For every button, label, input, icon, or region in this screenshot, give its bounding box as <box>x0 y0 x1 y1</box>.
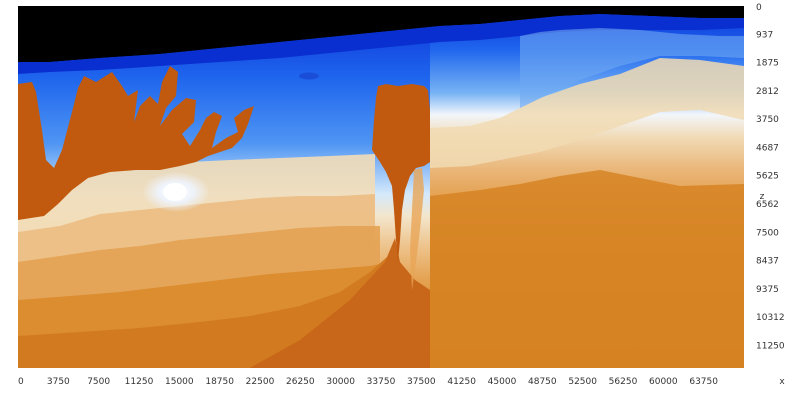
ridge-streaks <box>520 28 744 108</box>
salt-inclusion <box>410 168 424 290</box>
plot-area <box>18 6 744 368</box>
x-tick-label: 7500 <box>87 377 110 387</box>
x-tick-label: 60000 <box>649 377 678 387</box>
x-tick-label: 18750 <box>205 377 234 387</box>
x-tick-label: 52500 <box>568 377 597 387</box>
x-tick-label: 0 <box>18 377 24 387</box>
left-sediment-base <box>18 250 395 368</box>
y-tick-label: 2812 <box>756 87 779 97</box>
right-deep-band <box>430 170 744 368</box>
y-axis-label: z <box>760 192 765 202</box>
x-tick-label: 63750 <box>689 377 718 387</box>
x-tick-label: 30000 <box>326 377 355 387</box>
x-tick-label: 11250 <box>125 377 154 387</box>
y-tick-label: 9375 <box>756 285 779 295</box>
x-tick-label: 48750 <box>528 377 557 387</box>
x-axis-ticks: 0 3750 7500 11250 15000 18750 22500 26250 30000 3… <box>18 377 718 387</box>
y-tick-label: 11250 <box>756 341 785 351</box>
water-lens <box>299 72 319 80</box>
deep-water-strip <box>18 14 744 74</box>
x-tick-label: 3750 <box>47 377 70 387</box>
y-tick-label: 7500 <box>756 228 779 238</box>
x-tick-label: 15000 <box>165 377 194 387</box>
x-tick-label: 33750 <box>367 377 396 387</box>
salt-wedge <box>250 238 430 368</box>
y-axis-ticks: 0 937 1875 2812 3750 4687 5625 6562 7500 8437 9375… <box>756 3 785 351</box>
x-tick-label: 26250 <box>286 377 315 387</box>
y-tick-label: 4687 <box>756 143 779 153</box>
x-tick-label: 56250 <box>609 377 638 387</box>
x-tick-label: 22500 <box>246 377 275 387</box>
y-tick-label: 937 <box>756 30 773 40</box>
y-tick-label: 5625 <box>756 172 779 182</box>
salt-canopy-left <box>18 66 254 220</box>
right-transition-band <box>430 58 744 168</box>
y-tick-label: 1875 <box>756 59 779 69</box>
y-tick-label: 8437 <box>756 257 779 267</box>
y-tick-label: 10312 <box>756 313 785 323</box>
x-axis-label: x <box>779 377 785 387</box>
salt-body <box>372 84 430 262</box>
x-tick-label: 45000 <box>488 377 517 387</box>
top-black-layer <box>18 6 744 62</box>
y-tick-label: 6562 <box>756 200 779 210</box>
y-tick-label: 3750 <box>756 115 779 125</box>
y-tick-label: 0 <box>756 3 762 13</box>
x-tick-label: 41250 <box>447 377 476 387</box>
bright-anomaly-core <box>163 183 187 201</box>
x-tick-label: 37500 <box>407 377 436 387</box>
